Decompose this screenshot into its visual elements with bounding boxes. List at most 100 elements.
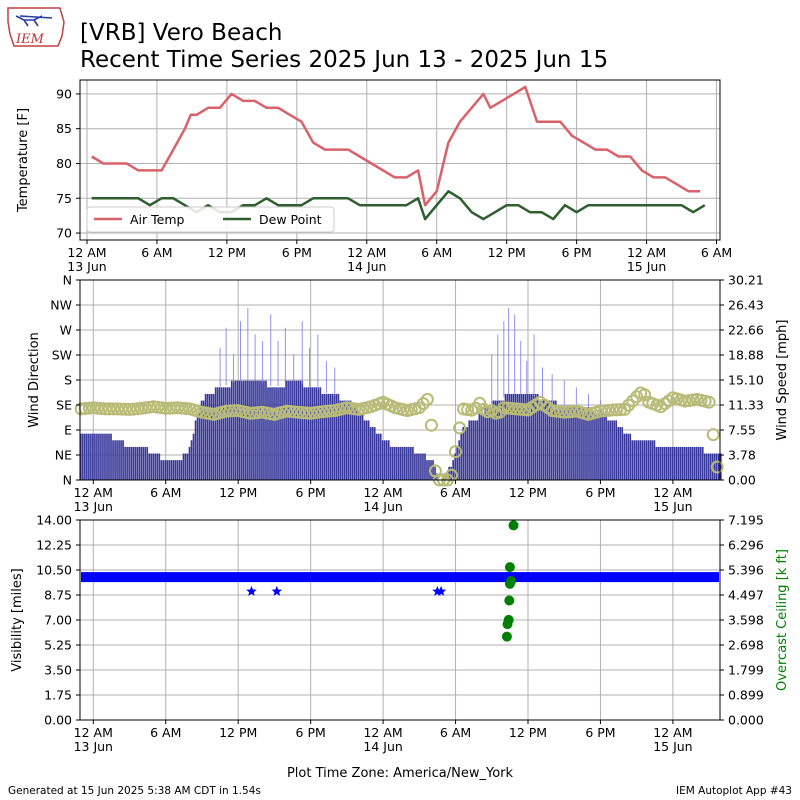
wind-speed-bar — [496, 400, 499, 480]
wind-speed-bar — [218, 387, 221, 480]
wind-speed-bar — [198, 407, 201, 480]
wind-direction-marker — [630, 390, 644, 404]
wind-speed-bar — [448, 466, 450, 480]
wind-speed-bar — [532, 393, 535, 480]
ceiling-y-label: Overcast Ceiling [k ft] — [775, 549, 790, 691]
wind-speed-bar — [661, 446, 664, 480]
wind-direction-marker — [223, 404, 237, 418]
wind-speed-bar — [490, 407, 493, 480]
wind-direction-marker — [416, 397, 430, 411]
air-temp-line — [91, 85, 701, 207]
wind-speed-bar — [466, 427, 469, 480]
wind-direction-marker — [119, 402, 132, 416]
wind-speed-bar — [458, 440, 461, 480]
wind-speed-bar — [434, 466, 436, 480]
wind-speed-tick-label: 18.88 — [728, 348, 764, 363]
wind-speed-bar — [102, 433, 104, 480]
wind-speed-bar — [456, 446, 458, 480]
wind-speed-bar — [444, 473, 446, 480]
wind-speed-bar — [222, 387, 225, 480]
wind-speed-bar — [655, 446, 658, 480]
wind-speed-bar — [510, 393, 513, 480]
wind-direction-marker — [710, 460, 724, 474]
x-tick-sublabel: 13 Jun — [67, 259, 106, 274]
wind-speed-bar — [502, 400, 505, 480]
wind-speed-bar — [293, 380, 295, 480]
wind-speed-tick-label: 30.21 — [728, 273, 764, 288]
wind-speed-bar — [375, 433, 378, 480]
wind-direction-y-label: Wind Direction — [27, 332, 42, 428]
wind-speed-bar — [683, 446, 686, 480]
visibility-tick-label: 5.25 — [44, 638, 72, 653]
wind-speed-bar — [593, 413, 595, 480]
wind-speed-bar — [265, 380, 267, 480]
wind-speed-bar — [170, 460, 173, 480]
wind-speed-bar — [104, 433, 106, 480]
wind-speed-bar — [174, 460, 177, 480]
wind-speed-bar — [82, 433, 84, 480]
wind-direction-marker — [175, 401, 189, 415]
wind-speed-bar — [88, 433, 90, 480]
wind-speed-bar — [307, 387, 310, 480]
wind-direction-marker — [219, 404, 233, 418]
x-tick-label: 6 AM — [150, 485, 181, 500]
wind-speed-bar — [484, 407, 487, 480]
wind-speed-ticks: 0.00 3.78 7.55 11.33 15.10 18.88 22.66 26.43 30.… — [720, 273, 764, 488]
wind-speed-bar — [583, 407, 585, 480]
wind-speed-bar — [569, 407, 571, 480]
wind-speed-bar — [534, 393, 537, 480]
wind-speed-bar — [343, 400, 346, 480]
timezone-label: Plot Time Zone: America/New_York — [287, 766, 514, 781]
wind-speed-bar — [404, 446, 406, 480]
wind-speed-bar — [395, 446, 398, 480]
wind-direction-marker — [449, 445, 462, 459]
wind-speed-bar — [357, 413, 360, 480]
wind-speed-bar — [245, 380, 247, 480]
visibility-star-marker — [271, 585, 283, 596]
ceiling-tick-label: 3.598 — [728, 612, 764, 627]
wind-speed-bar — [158, 453, 161, 480]
ceiling-tick-label: 0.899 — [728, 688, 764, 703]
x-tick-sublabel: 14 Jun — [347, 259, 386, 274]
ceiling-marker — [504, 595, 515, 606]
wind-speed-bar — [603, 413, 605, 480]
x-tick-sublabel: 15 Jun — [653, 499, 692, 514]
x-tick-label: 6 PM — [296, 485, 326, 500]
wind-speed-bar — [629, 433, 632, 480]
ceiling-tick-label: 5.396 — [728, 563, 764, 578]
wind-speed-bar — [699, 446, 702, 480]
wind-speed-bar — [178, 460, 181, 480]
wind-speed-bar — [253, 380, 255, 480]
wind-speed-bar — [335, 393, 338, 480]
wind-speed-bar — [106, 433, 108, 480]
wind-speed-bar — [389, 446, 392, 480]
wind-speed-bar — [315, 387, 318, 480]
wind-speed-bar — [645, 440, 648, 480]
wind-speed-bar — [611, 420, 613, 480]
wind-speed-bar — [633, 440, 636, 480]
visibility-grid — [80, 519, 720, 721]
wind-speed-bar — [689, 446, 692, 480]
wind-direction-tick-label: S — [64, 373, 72, 388]
wind-speed-bar — [406, 446, 408, 480]
wind-speed-bar — [422, 453, 424, 480]
wind-speed-bar — [347, 400, 350, 480]
wind-speed-bar — [450, 466, 452, 480]
wind-speed-bar — [160, 460, 163, 480]
wind-direction-marker — [598, 404, 611, 418]
wind-speed-bar — [251, 380, 253, 480]
wind-speed-bar — [180, 460, 183, 480]
wind-speed-bar — [146, 446, 149, 480]
wind-speed-bar — [228, 387, 231, 480]
x-tick-label: 12 PM — [208, 245, 246, 260]
wind-speed-tick-label: 7.55 — [728, 423, 756, 438]
wind-direction-marker — [513, 402, 527, 416]
wind-speed-bar — [522, 393, 525, 480]
wind-direction-marker — [94, 402, 108, 415]
x-tick-sublabel: 15 Jun — [627, 259, 666, 274]
wind-speed-bar — [156, 453, 159, 480]
wind-direction-marker — [706, 428, 720, 442]
wind-speed-bar — [474, 420, 477, 480]
wind-speed-bar — [556, 407, 559, 480]
